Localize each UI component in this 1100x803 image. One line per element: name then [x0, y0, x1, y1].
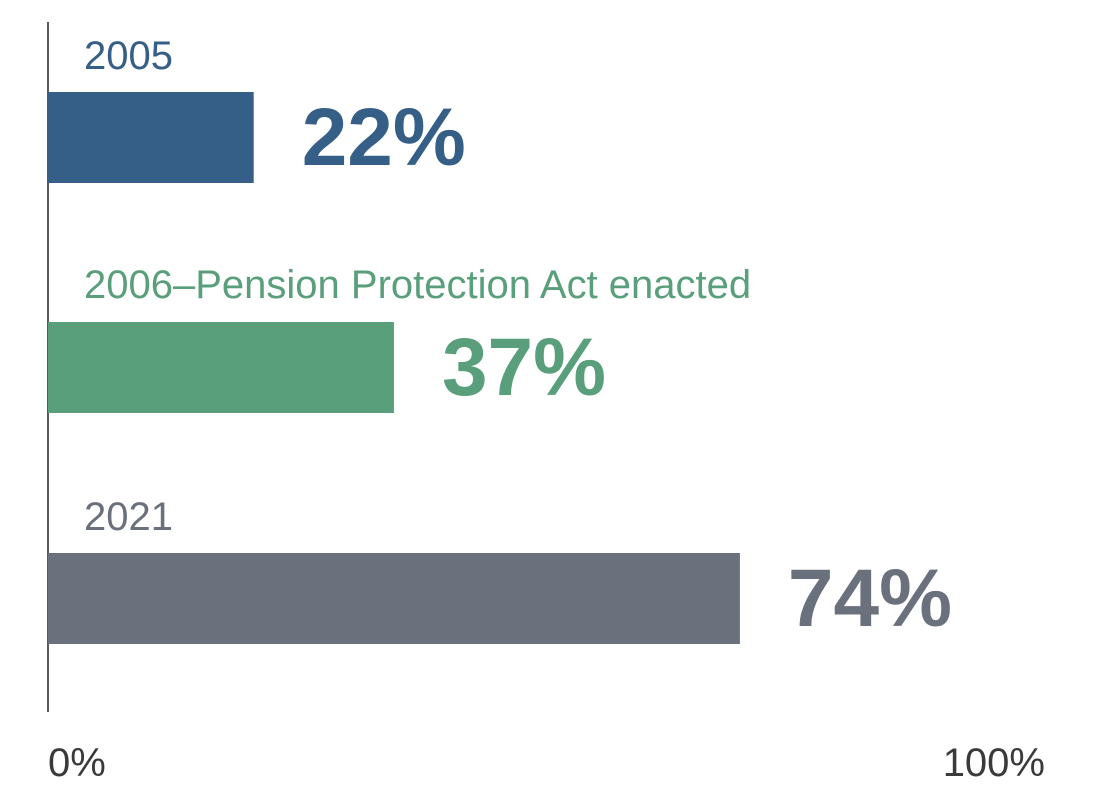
- x-tick-label: 0%: [48, 741, 106, 785]
- x-axis-ticks: 0% 100%: [48, 741, 1045, 785]
- value-label: 22%: [302, 92, 466, 183]
- category-label: 2005: [84, 34, 173, 78]
- bar: [48, 322, 394, 413]
- value-label: 37%: [442, 322, 606, 413]
- category-label: 2021: [84, 495, 173, 539]
- bar: [48, 553, 740, 644]
- x-tick-label: 100%: [943, 741, 1045, 785]
- bars-layer: 2005 22% 2006–Pension Protection Act enact…: [48, 34, 952, 644]
- bar: [48, 92, 254, 183]
- category-label: 2006–Pension Protection Act enacted: [84, 263, 751, 307]
- value-label: 74%: [788, 553, 952, 644]
